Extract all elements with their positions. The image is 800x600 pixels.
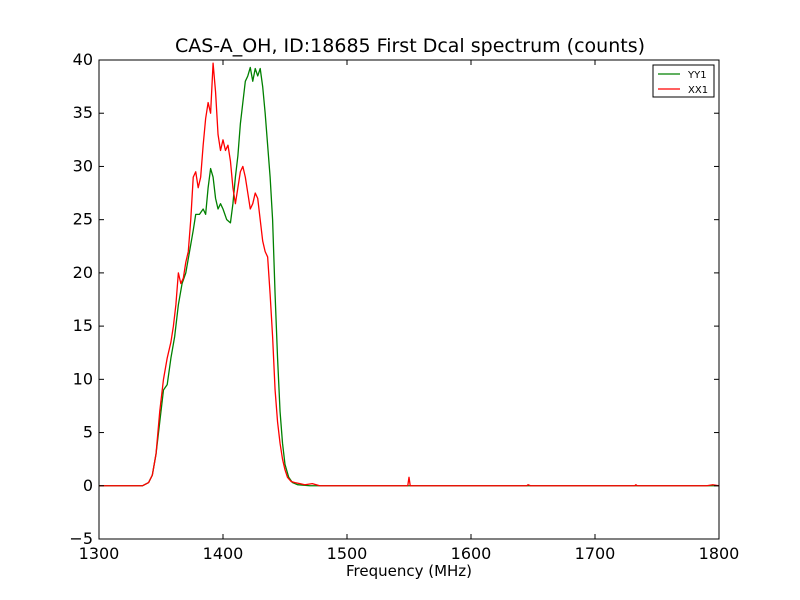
x-tick-label: 1400 [203,544,244,563]
x-tick-label: 1800 [699,544,740,563]
plot-area [98,59,720,540]
y-tick-label: 25 [73,210,93,229]
x-tick-label: 1700 [575,544,616,563]
y-tick-label: 35 [73,103,93,122]
x-axis: 1300 1400 1500 1600 1700 1800 [79,60,740,563]
y-tick-label: 10 [73,369,93,388]
series-line-yy1 [99,66,719,487]
x-axis-label: Frequency (MHz) [346,562,472,580]
y-tick-label: 20 [73,263,93,282]
y-axis: −5 0 5 10 15 20 25 30 35 40 [69,50,719,548]
y-tick-label: 15 [73,316,93,335]
legend-label-xx1: XX1 [688,85,708,96]
y-tick-label: 40 [73,50,93,69]
legend-label-yy1: YY1 [687,70,707,81]
plot-border [98,59,720,540]
x-tick-label: 1600 [451,544,492,563]
y-tick-label: 30 [73,156,93,175]
chart-title: CAS-A_OH, ID:18685 First Dcal spectrum (… [175,35,645,57]
x-tick-label: 1500 [327,544,368,563]
series-line-xx1 [99,62,720,487]
x-tick-label: 1300 [79,544,120,563]
plot-frame [99,60,719,539]
y-tick-label: 0 [83,476,93,495]
legend-box [652,64,715,98]
series-layer [99,62,720,487]
y-tick-label: 5 [83,423,93,442]
y-tick-label: −5 [69,529,93,548]
